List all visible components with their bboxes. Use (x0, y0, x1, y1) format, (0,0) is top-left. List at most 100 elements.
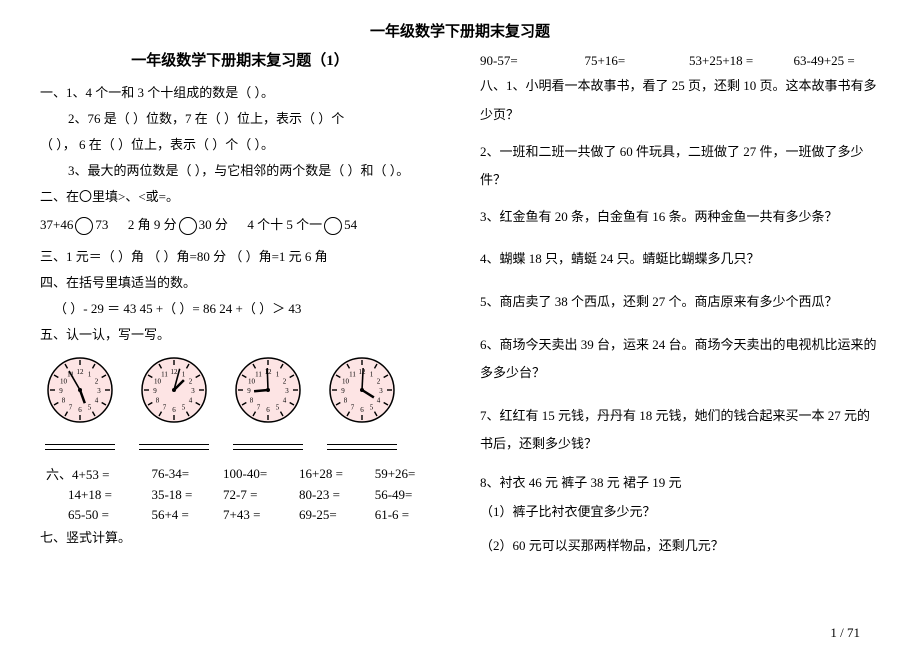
clock-item: 121234567891011 (138, 354, 210, 454)
two-column-layout: 一年级数学下册期末复习题（1） 一、1、4 个一和 3 个十组成的数是（ ）。 … (40, 49, 880, 561)
svg-text:2: 2 (95, 378, 99, 386)
svg-text:7: 7 (351, 403, 355, 411)
answer-blank (45, 444, 115, 445)
svg-text:6: 6 (172, 406, 176, 414)
svg-text:1: 1 (370, 371, 374, 379)
eq-cell: 63-49+25 = (794, 49, 881, 72)
svg-text:11: 11 (349, 371, 356, 379)
arith-cell: 80-23 = (293, 485, 369, 505)
svg-text:10: 10 (154, 378, 162, 386)
eq-cell: 75+16= (585, 49, 672, 72)
blank-circle-icon (75, 217, 93, 235)
svg-text:3: 3 (191, 387, 195, 395)
clock-icon: 121234567891011 (44, 354, 116, 426)
svg-text:9: 9 (341, 387, 345, 395)
svg-text:6: 6 (360, 406, 364, 414)
arith-cell: 72-7 = (217, 485, 293, 505)
word-problem-8b: （2）60 元可以买那两样物品，还剩几元？ (480, 532, 880, 561)
q1c: （ ）， 6 在（ ）位上，表示（ ）个（ ）。 (40, 132, 440, 158)
svg-text:1: 1 (276, 371, 280, 379)
clocks-row: 121234567891011 121234567891011 12123456… (44, 354, 440, 454)
q2: 二、在〇里填>、<或=。 (40, 184, 440, 210)
answer-blank (139, 449, 209, 450)
svg-text:2: 2 (189, 378, 193, 386)
answer-blank (139, 444, 209, 445)
svg-text:4: 4 (95, 397, 99, 405)
svg-text:7: 7 (163, 403, 167, 411)
svg-text:9: 9 (59, 387, 63, 395)
blank-circle-icon (179, 217, 197, 235)
arith-cell: 61-6 = (369, 505, 440, 525)
svg-text:3: 3 (379, 387, 383, 395)
answer-blank (233, 444, 303, 445)
arith-cell: 16+28 = (293, 462, 369, 485)
arithmetic-table: 六、4+53 = 76-34= 100-40= 16+28 = 59+26= 1… (40, 462, 440, 525)
clock-icon: 121234567891011 (326, 354, 398, 426)
left-column: 一年级数学下册期末复习题（1） 一、1、4 个一和 3 个十组成的数是（ ）。 … (40, 49, 440, 561)
svg-text:6: 6 (78, 406, 82, 414)
q6-label: 六、 (46, 467, 72, 482)
svg-text:12: 12 (171, 368, 179, 376)
svg-text:3: 3 (97, 387, 101, 395)
word-problem-6: 6、商场今天卖出 39 台，运来 24 台。商场今天卖出的电视机比运来的多多少台… (480, 331, 880, 388)
svg-text:5: 5 (88, 403, 92, 411)
clock-icon: 121234567891011 (138, 354, 210, 426)
svg-text:2: 2 (283, 378, 287, 386)
word-problem-4: 4、蝴蝶 18 只，蜻蜓 24 只。蜻蜓比蝴蝶多几只？ (480, 245, 880, 274)
arith-cell: 35-18 = (145, 485, 217, 505)
svg-text:7: 7 (69, 403, 73, 411)
svg-text:10: 10 (248, 378, 256, 386)
svg-text:9: 9 (247, 387, 251, 395)
svg-text:10: 10 (342, 378, 350, 386)
arith-cell: 76-34= (145, 462, 217, 485)
eq-cell: 53+25+18 = (689, 49, 776, 72)
svg-text:5: 5 (370, 403, 374, 411)
word-problem-2: 2、一班和二班一共做了 60 件玩具，二班做了 27 件，一班做了多少件？ (480, 138, 880, 195)
cmp-e: 4 个十 5 个一 (247, 217, 322, 232)
svg-text:11: 11 (255, 371, 262, 379)
word-problem-7: 7、红红有 15 元钱，丹丹有 18 元钱，她们的钱合起来买一本 27 元的书后… (480, 402, 880, 459)
svg-text:8: 8 (156, 397, 160, 405)
svg-text:11: 11 (161, 371, 168, 379)
svg-text:8: 8 (250, 397, 254, 405)
arith-cell: 14+18 = (40, 485, 145, 505)
clock-item: 121234567891011 (44, 354, 116, 454)
svg-text:6: 6 (266, 406, 270, 414)
arith-cell: 7+43 = (217, 505, 293, 525)
svg-text:12: 12 (77, 368, 85, 376)
cmp-a: 37+46 (40, 217, 73, 232)
q3: 三、1 元＝（ ）角 （ ）角=80 分 （ ）角=1 元 6 角 (40, 244, 440, 270)
svg-text:1: 1 (182, 371, 186, 379)
arith-cell: 56-49= (369, 485, 440, 505)
eq-row: 90-57= 75+16= 53+25+18 = 63-49+25 = (480, 49, 880, 72)
svg-text:4: 4 (377, 397, 381, 405)
eq-cell: 90-57= (480, 49, 567, 72)
svg-text:3: 3 (285, 387, 289, 395)
svg-text:10: 10 (60, 378, 68, 386)
arith-cell: 56+4 = (145, 505, 217, 525)
blank-circle-icon (324, 217, 342, 235)
svg-text:4: 4 (189, 397, 193, 405)
answer-blank (233, 449, 303, 450)
answer-blank (327, 449, 397, 450)
svg-text:7: 7 (257, 403, 261, 411)
svg-text:4: 4 (283, 397, 287, 405)
page-title: 一年级数学下册期末复习题 (40, 20, 880, 41)
svg-text:8: 8 (62, 397, 66, 405)
word-problem-3: 3、红金鱼有 20 条，白金鱼有 16 条。两种金鱼一共有多少条？ (480, 203, 880, 232)
svg-text:8: 8 (344, 397, 348, 405)
answer-blank (327, 444, 397, 445)
cmp-c: 2 角 9 分 (128, 217, 177, 232)
page-footer: 1 / 71 (830, 625, 860, 641)
clock-icon: 121234567891011 (232, 354, 304, 426)
q7: 七、竖式计算。 (40, 525, 440, 551)
q4: 四、在括号里填适当的数。 (40, 270, 440, 296)
arith-cell: 100-40= (217, 462, 293, 485)
word-problem-1: 八、1、小明看一本故事书，看了 25 页，还剩 10 页。这本故事书有多少页？ (480, 72, 880, 129)
svg-text:9: 9 (153, 387, 157, 395)
compare-row: 37+4673 2 角 9 分30 分 4 个十 5 个一54 (40, 212, 440, 238)
arith-cell: 59+26= (369, 462, 440, 485)
cmp-f: 54 (344, 217, 357, 232)
cmp-d: 30 分 (199, 217, 228, 232)
word-problem-8a: （1）裤子比衬衣便宜多少元？ (480, 498, 880, 527)
